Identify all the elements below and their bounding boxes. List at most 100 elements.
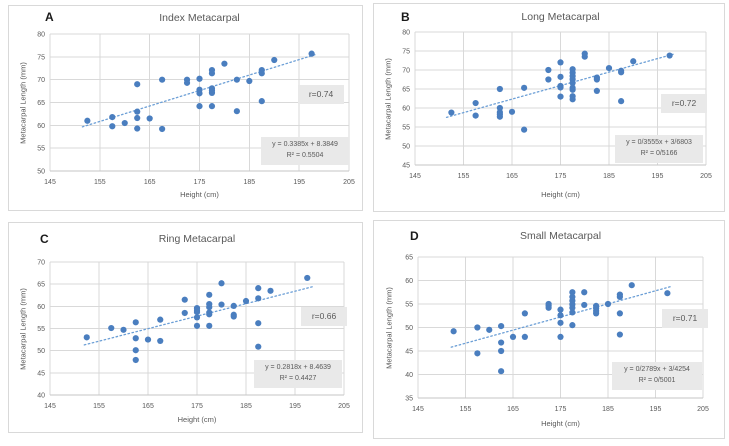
data-point: [83, 334, 90, 341]
data-point: [569, 96, 576, 103]
y-tick-label: 45: [402, 163, 410, 170]
data-point: [605, 65, 613, 72]
data-point: [448, 109, 455, 116]
x-tick-label: 165: [142, 403, 154, 410]
data-point: [193, 308, 201, 316]
data-point: [569, 289, 576, 296]
y-tick-label: 80: [402, 30, 410, 37]
data-point: [206, 304, 213, 311]
y-tick-label: 55: [402, 125, 410, 132]
chart-title: Index Metacarpal: [159, 12, 240, 24]
data-point: [308, 50, 315, 57]
data-point: [581, 53, 588, 60]
data-point: [304, 274, 311, 282]
data-point: [593, 310, 600, 317]
data-point: [521, 310, 528, 317]
data-point: [618, 69, 625, 76]
data-point: [208, 103, 216, 110]
panel-index-metacarpal: A Index Metacarpal Metacarpal Length (mm…: [8, 5, 363, 211]
data-point: [474, 350, 481, 357]
y-tick-label: 70: [37, 260, 45, 267]
data-point: [255, 295, 262, 302]
x-tick-label: 205: [697, 406, 709, 413]
data-point: [206, 311, 213, 318]
y-tick-label: 60: [37, 123, 45, 130]
r-squared-label: R² = 0.5504: [286, 151, 324, 159]
y-tick-label: 45: [37, 370, 45, 377]
data-point: [569, 304, 576, 311]
y-tick-label: 50: [37, 169, 45, 176]
data-point: [496, 85, 503, 93]
data-point: [545, 66, 552, 74]
y-tick-label: 40: [405, 372, 413, 379]
data-point: [157, 337, 164, 345]
x-tick-label: 195: [652, 173, 664, 180]
data-point: [134, 114, 141, 122]
y-tick-label: 60: [37, 304, 45, 311]
trendline-label: y = 0/3555x + 3/6803 R² = 0/5166: [615, 135, 703, 163]
x-tick-label: 205: [700, 173, 712, 180]
data-point: [521, 333, 528, 340]
data-point: [628, 282, 635, 289]
panel-letter-d: D: [410, 229, 419, 243]
panel-small-metacarpal: D Small Metacarpal Metacarpal Length (mm…: [373, 220, 725, 439]
y-tick-label: 65: [402, 87, 410, 94]
r-squared-label: R² = 0.4427: [279, 374, 317, 382]
data-point: [616, 310, 623, 317]
y-tick-label: 60: [402, 106, 410, 113]
data-point: [193, 314, 201, 321]
data-point: [230, 302, 237, 309]
trendline-label: y = 0.3385x + 8.3849 R² = 0.5504: [261, 137, 349, 165]
data-point: [134, 81, 141, 88]
x-tick-label: 185: [603, 173, 615, 180]
x-tick-label: 165: [507, 406, 519, 413]
y-tick-label: 55: [405, 302, 413, 309]
x-tick-label: 175: [191, 403, 203, 410]
data-point: [618, 98, 625, 105]
y-tick-label: 65: [37, 282, 45, 289]
trendline-label: y = 0.2818x + 8.4639 R² = 0.4427: [254, 360, 342, 388]
correlation-badge: r=0.74: [298, 85, 344, 104]
data-point: [557, 59, 564, 66]
x-axis-label: Height (cm): [180, 190, 219, 199]
y-tick-label: 80: [37, 32, 45, 39]
data-point: [132, 335, 139, 342]
chart-title: Small Metacarpal: [519, 230, 602, 242]
y-tick-label: 50: [37, 348, 45, 355]
x-tick-label: 175: [555, 406, 567, 413]
data-point: [450, 328, 457, 335]
data-point: [498, 339, 505, 346]
panel-letter-a: A: [45, 10, 54, 24]
data-point: [557, 93, 564, 100]
trendline-equation: y = 0/2789x + 3/4254: [624, 366, 690, 373]
data-point: [159, 125, 166, 133]
data-point: [498, 322, 505, 330]
data-point: [472, 99, 479, 107]
data-point: [193, 322, 201, 329]
scatter-plot: 145 155 165 175 185 195 205 45 50 55 60 65 70 75 80: [402, 30, 712, 181]
trendline-equation: y = 0/3555x + 3/6803: [626, 139, 692, 146]
data-point: [616, 331, 623, 338]
data-point: [120, 326, 127, 333]
data-point: [230, 313, 237, 320]
data-point: [616, 293, 623, 301]
data-point: [196, 103, 203, 110]
data-point: [569, 309, 576, 316]
data-point: [208, 89, 216, 97]
x-tick-label: 155: [93, 403, 105, 410]
x-axis-label: Height (cm): [541, 419, 580, 428]
trendline-equation: y = 0.2818x + 8.4639: [265, 364, 331, 371]
data-point: [604, 300, 612, 308]
y-tick-label: 35: [405, 396, 413, 403]
data-point: [557, 333, 564, 340]
data-point: [181, 296, 188, 303]
data-point: [132, 319, 139, 326]
data-point: [271, 56, 278, 64]
data-point: [109, 123, 116, 130]
chart-title: Ring Metacarpal: [158, 233, 236, 245]
y-tick-label: 75: [402, 49, 410, 56]
x-tick-label: 185: [240, 403, 252, 410]
x-tick-label: 185: [602, 406, 614, 413]
data-point: [157, 316, 164, 323]
